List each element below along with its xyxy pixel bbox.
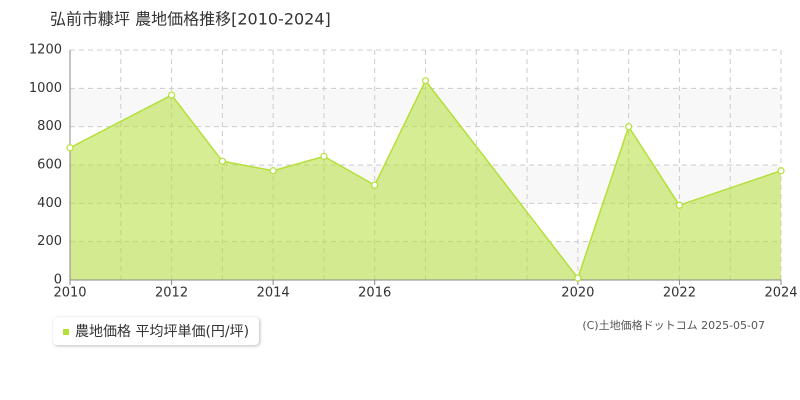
area [70, 80, 781, 281]
y-tick-label: 1000 [29, 81, 62, 96]
point [371, 181, 379, 189]
x-tick-label: 2020 [561, 286, 594, 301]
legend-swatch [63, 329, 69, 335]
x-tick-label: 2014 [257, 286, 290, 301]
y-tick-label: 1200 [29, 43, 62, 58]
x-tick-label: 2012 [155, 286, 188, 301]
y-tick-label: 200 [37, 234, 62, 249]
x-tick-label: 2010 [53, 286, 86, 301]
y-tick-label: 800 [37, 119, 62, 134]
y-tick-label: 400 [37, 196, 62, 211]
legend-label: 農地価格 平均坪単価(円/坪) [75, 324, 250, 340]
point [320, 152, 328, 160]
chart-title: 弘前市糠坪 農地価格推移[2010-2024] [50, 10, 331, 29]
point [66, 144, 74, 152]
point [269, 167, 277, 175]
y-tick-label: 600 [37, 158, 62, 173]
point [675, 201, 684, 209]
point [625, 123, 633, 131]
copyright: (C)土地価格ドットコム 2025-05-07 [582, 318, 765, 332]
x-tick-label: 2016 [358, 286, 391, 301]
point [777, 167, 785, 175]
point [218, 157, 226, 165]
y-tick-label: 0 [54, 273, 62, 288]
legend: 農地価格 平均坪単価(円/坪) [53, 317, 260, 345]
point [574, 274, 582, 282]
x-tick-label: 2024 [764, 286, 797, 301]
x-tick-label: 2022 [663, 286, 696, 301]
point [421, 77, 430, 85]
point [167, 91, 176, 99]
